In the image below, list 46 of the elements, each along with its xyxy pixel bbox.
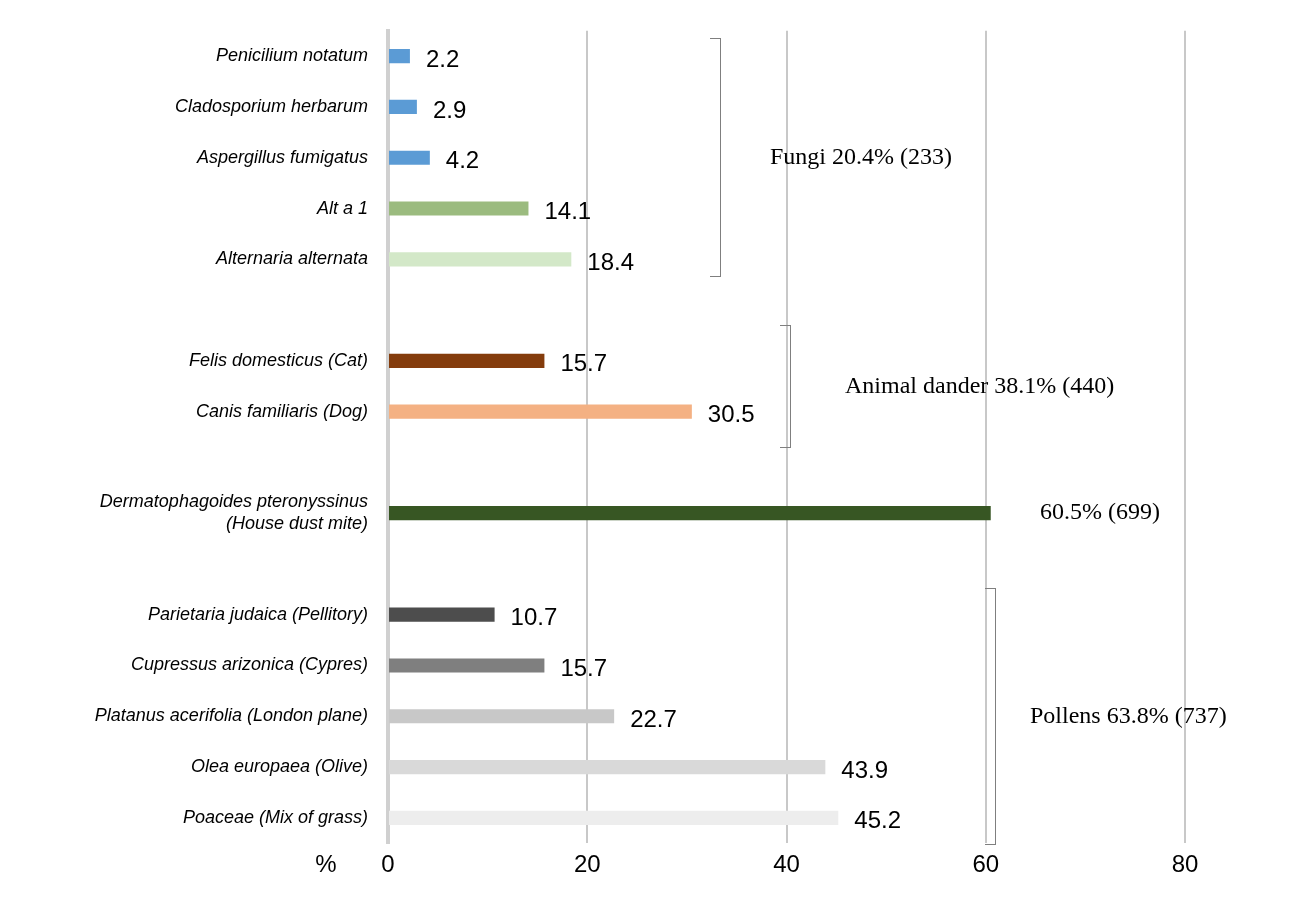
y-tick-label: Parietaria judaica (Pellitory) bbox=[147, 603, 368, 624]
bar bbox=[389, 353, 545, 368]
bar bbox=[389, 201, 529, 216]
y-tick-label: Alt a 1 bbox=[315, 197, 368, 218]
y-tick-label: Dermatophagoides pteronyssinus (House dust mite) bbox=[99, 491, 368, 533]
annotation: 60.5% (699) bbox=[1040, 498, 1160, 525]
bar bbox=[389, 607, 495, 622]
data-label: 2.9 bbox=[432, 95, 467, 123]
y-tick-label: Olea europaea (Olive) bbox=[190, 756, 368, 777]
bar bbox=[389, 404, 692, 419]
x-tick-label: 20 bbox=[573, 850, 601, 878]
y-tick-label: Poaceae (Mix of grass) bbox=[182, 806, 368, 827]
y-tick-label: Penicilium notatum bbox=[215, 45, 368, 66]
data-label: 43.9 bbox=[841, 755, 889, 783]
annotation: Fungi 20.4% (233) bbox=[770, 143, 952, 170]
bar bbox=[389, 658, 545, 673]
data-label: 10.7 bbox=[510, 603, 558, 631]
data-label: 22.7 bbox=[630, 704, 677, 732]
y-tick-label: Aspergillus fumigatus bbox=[195, 146, 368, 167]
data-label: 4.2 bbox=[445, 146, 480, 174]
bar bbox=[389, 506, 991, 521]
x-tick-label: 60 bbox=[972, 850, 1000, 878]
data-label: 45.2 bbox=[854, 806, 902, 834]
data-label: 15.7 bbox=[560, 654, 608, 682]
data-label: 15.7 bbox=[560, 349, 608, 377]
data-label: 18.4 bbox=[587, 247, 635, 275]
x-tick-label: 40 bbox=[773, 850, 800, 878]
bar bbox=[389, 49, 410, 64]
x-axis-title: % bbox=[315, 849, 337, 877]
y-tick-label: Cladosporium herbarum bbox=[174, 95, 368, 116]
bar bbox=[389, 150, 430, 165]
x-tick-label: 0 bbox=[381, 850, 395, 878]
annotation: Pollens 63.8% (737) bbox=[1030, 701, 1227, 728]
annotation: Animal dander 38.1% (440) bbox=[845, 371, 1115, 398]
y-tick-label: Felis domesticus (Cat) bbox=[188, 349, 368, 370]
y-tick-label: Alternaria alternata bbox=[214, 248, 368, 269]
bar bbox=[389, 810, 839, 825]
bar bbox=[389, 99, 417, 115]
data-label: 30.5 bbox=[707, 400, 755, 428]
y-tick-label: Cupressus arizonica (Cypres) bbox=[130, 654, 368, 675]
data-label: 14.1 bbox=[544, 197, 592, 225]
bar bbox=[389, 252, 572, 267]
data-label: 2.2 bbox=[425, 44, 460, 72]
x-tick-label: 80 bbox=[1171, 850, 1199, 878]
y-tick-label: Platanus acerifolia (London plane) bbox=[94, 705, 368, 726]
y-tick-label: Canis familiaris (Dog) bbox=[195, 400, 368, 421]
